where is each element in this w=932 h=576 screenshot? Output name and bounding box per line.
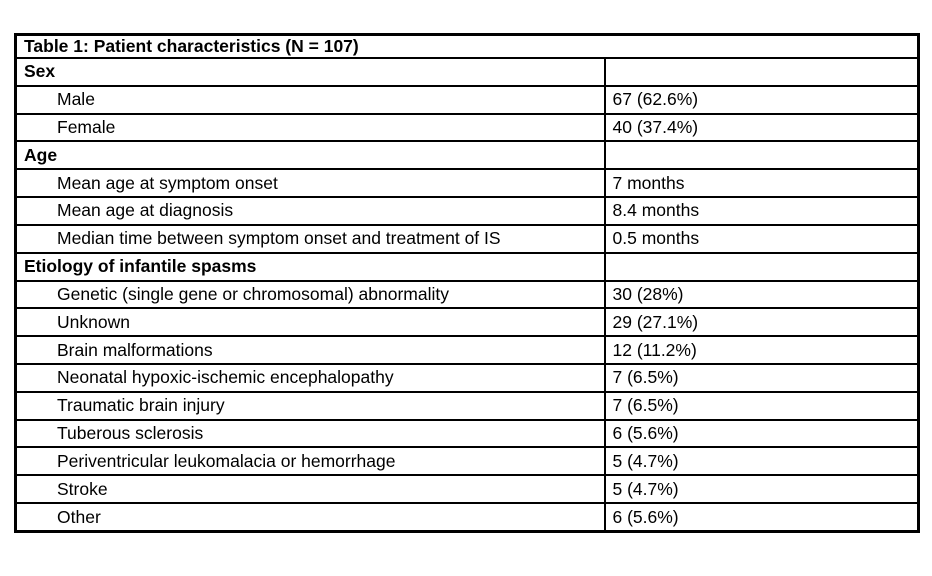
section-value-empty bbox=[603, 251, 920, 282]
row-value: 0.5 months bbox=[603, 223, 920, 254]
row-label: Traumatic brain injury bbox=[14, 390, 606, 421]
table-row-mean-age-diagnosis: Mean age at diagnosis 8.4 months bbox=[14, 196, 920, 226]
row-value: 5 (4.7%) bbox=[603, 446, 920, 477]
row-value: 29 (27.1%) bbox=[603, 307, 920, 338]
table-row-other: Other 6 (5.6%) bbox=[14, 502, 920, 533]
row-label: Genetic (single gene or chromosomal) abn… bbox=[14, 279, 606, 310]
row-value: 7 (6.5%) bbox=[603, 390, 920, 421]
table-row-female: Female 40 (37.4%) bbox=[14, 112, 920, 143]
row-label: Periventricular leukomalacia or hemorrha… bbox=[14, 446, 606, 477]
table-row-traumatic-brain-injury: Traumatic brain injury 7 (6.5%) bbox=[14, 390, 920, 421]
section-value-empty bbox=[603, 57, 920, 87]
section-label: Sex bbox=[14, 57, 606, 87]
row-value: 8.4 months bbox=[603, 196, 920, 226]
table-row-mean-age-symptom-onset: Mean age at symptom onset 7 months bbox=[14, 168, 920, 199]
row-label: Mean age at diagnosis bbox=[14, 196, 606, 226]
table-row-median-time-to-treatment: Median time between symptom onset and tr… bbox=[14, 223, 920, 254]
section-label: Age bbox=[14, 140, 606, 171]
table-row-section-sex: Sex bbox=[14, 57, 920, 87]
section-label: Etiology of infantile spasms bbox=[14, 251, 606, 282]
row-value: 7 months bbox=[603, 168, 920, 199]
row-label: Brain malformations bbox=[14, 335, 606, 365]
table-title: Table 1: Patient characteristics (N = 10… bbox=[14, 33, 920, 59]
row-label: Male bbox=[14, 84, 606, 115]
row-value: 12 (11.2%) bbox=[603, 335, 920, 365]
row-label: Neonatal hypoxic-ischemic encephalopathy bbox=[14, 362, 606, 393]
table-row-periventricular-leukomalacia: Periventricular leukomalacia or hemorrha… bbox=[14, 446, 920, 477]
table-row-section-age: Age bbox=[14, 140, 920, 171]
table-row-tuberous-sclerosis: Tuberous sclerosis 6 (5.6%) bbox=[14, 418, 920, 449]
table-row-neonatal-hie: Neonatal hypoxic-ischemic encephalopathy… bbox=[14, 362, 920, 393]
section-value-empty bbox=[603, 140, 920, 171]
row-value: 67 (62.6%) bbox=[603, 84, 920, 115]
row-value: 6 (5.6%) bbox=[603, 418, 920, 449]
table-row-unknown: Unknown 29 (27.1%) bbox=[14, 307, 920, 338]
row-label: Median time between symptom onset and tr… bbox=[14, 223, 606, 254]
row-value: 6 (5.6%) bbox=[603, 502, 920, 533]
row-label: Other bbox=[14, 502, 606, 533]
table-row-section-etiology: Etiology of infantile spasms bbox=[14, 251, 920, 282]
row-label: Female bbox=[14, 112, 606, 143]
row-label: Stroke bbox=[14, 474, 606, 504]
row-value: 7 (6.5%) bbox=[603, 362, 920, 393]
patient-characteristics-table: Table 1: Patient characteristics (N = 10… bbox=[14, 33, 920, 533]
row-value: 5 (4.7%) bbox=[603, 474, 920, 504]
table-row-brain-malformations: Brain malformations 12 (11.2%) bbox=[14, 335, 920, 365]
table-row-male: Male 67 (62.6%) bbox=[14, 84, 920, 115]
row-label: Tuberous sclerosis bbox=[14, 418, 606, 449]
table-row-genetic-abnormality: Genetic (single gene or chromosomal) abn… bbox=[14, 279, 920, 310]
row-value: 40 (37.4%) bbox=[603, 112, 920, 143]
row-label: Unknown bbox=[14, 307, 606, 338]
table-row-stroke: Stroke 5 (4.7%) bbox=[14, 474, 920, 504]
row-value: 30 (28%) bbox=[603, 279, 920, 310]
row-label: Mean age at symptom onset bbox=[14, 168, 606, 199]
table-title-row: Table 1: Patient characteristics (N = 10… bbox=[14, 33, 920, 59]
